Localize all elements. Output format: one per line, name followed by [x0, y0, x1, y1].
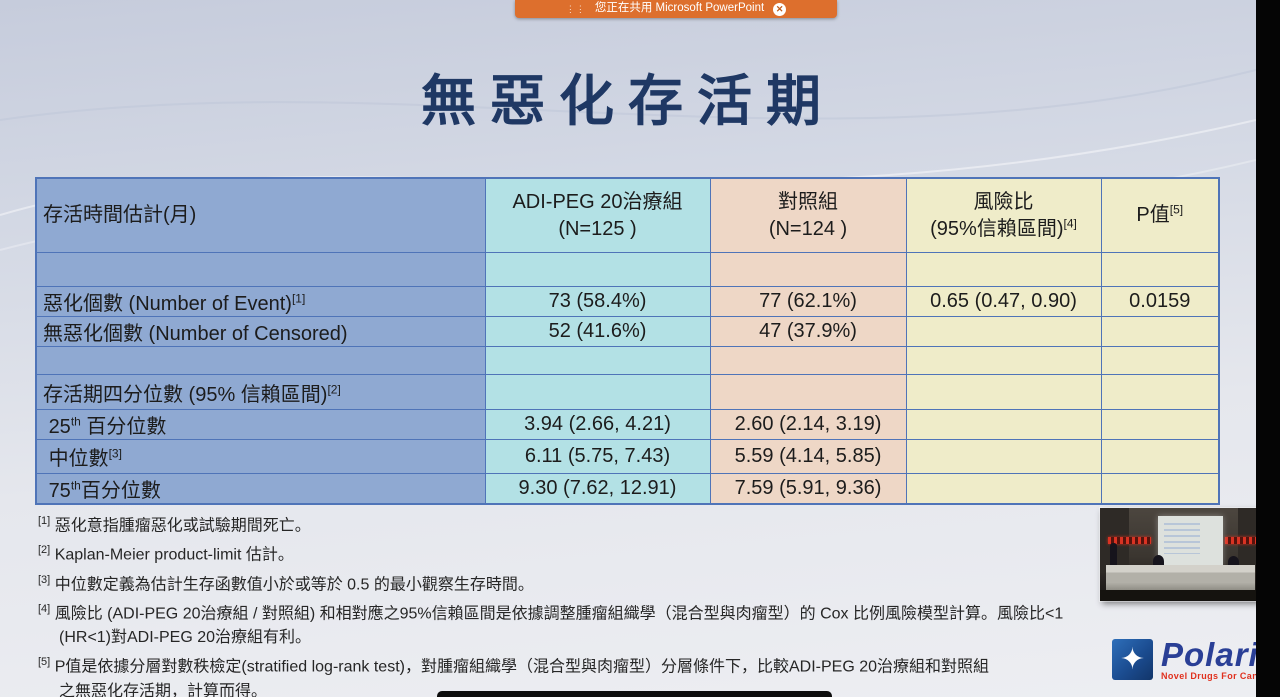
sharing-banner-label: 您正在共用 Microsoft PowerPoint — [594, 2, 765, 15]
footnote-4: [4] 風險比 (ADI-PEG 20治療組 / 對照組) 和相對應之95%信賴… — [38, 602, 1064, 623]
polaris-logo-tagline: Novel Drugs For Cancer — [1161, 671, 1256, 681]
webcam-led-banner — [1108, 536, 1152, 545]
row-label-quartile-section: 存活期四分位數 (95% 信賴區間)[2] — [35, 374, 486, 410]
empty-cell — [905, 316, 1102, 347]
header-hazard-ratio: 風險比 (95%信賴區間)[4] — [905, 177, 1102, 253]
footnote-ref-3: [3] — [108, 446, 122, 461]
empty-cell — [484, 374, 711, 410]
footnote-1: [1] 惡化意指腫瘤惡化或試驗期間死亡。 — [38, 515, 311, 535]
empty-cell — [484, 252, 711, 287]
footnote-2: [2] Kaplan-Meier product-limit 估計。 — [38, 544, 294, 564]
spacer-row — [35, 346, 1220, 375]
polaris-logo-name: Polaris — [1161, 636, 1256, 673]
empty-cell — [905, 346, 1102, 375]
slide-title: 無惡化存活期 — [420, 68, 835, 133]
row-label-25th: 25th 百分位數 — [35, 409, 486, 440]
right-black-edge — [1256, 0, 1280, 697]
empty-cell — [1100, 439, 1220, 474]
row-label-75th: 75th百分位數 — [35, 473, 486, 505]
cell-censored-treatment: 52 (41.6%) — [484, 316, 711, 347]
empty-cell — [1100, 252, 1220, 287]
header-treatment-group: ADI-PEG 20治療組 (N=125 ) — [484, 177, 711, 253]
cell-median-control: 5.59 (4.14, 5.85) — [709, 439, 907, 474]
empty-cell — [35, 346, 486, 375]
cell-25th-treatment: 3.94 (2.66, 4.21) — [484, 409, 711, 440]
webcam-floor — [1100, 589, 1260, 601]
empty-cell — [1100, 374, 1220, 410]
footnote-5-continued: 之無惡化存活期，計算而得。 — [59, 682, 268, 697]
footnote-ref-2: [2] — [327, 381, 341, 396]
drag-handle-icon[interactable]: ⋮⋮ — [565, 3, 586, 14]
empty-cell — [709, 346, 907, 375]
table-header-row: 存活時間估計(月) ADI-PEG 20治療組 (N=125 ) 對照組 (N=… — [35, 177, 1220, 253]
empty-cell — [35, 252, 486, 287]
cell-25th-control: 2.60 (2.14, 3.19) — [709, 409, 907, 440]
polaris-logo: ✦ Polaris Novel Drugs For Cancer — [1112, 636, 1256, 681]
row-median: 中位數[3] 6.11 (5.75, 7.43) 5.59 (4.14, 5.8… — [35, 439, 1220, 474]
header-p-value: P值[5] — [1100, 177, 1220, 253]
footnote-ref-1: [1] — [291, 291, 306, 306]
cell-event-hazard: 0.65 (0.47, 0.90) — [905, 286, 1102, 317]
row-label-censored: 無惡化個數 (Number of Censored) — [35, 316, 486, 347]
cell-censored-control: 47 (37.9%) — [709, 316, 907, 347]
spacer-row — [35, 252, 1220, 287]
header-control-group: 對照組 (N=124 ) — [709, 177, 907, 253]
row-quartile-section: 存活期四分位數 (95% 信賴區間)[2] — [35, 374, 1220, 410]
cell-event-pvalue: 0.0159 — [1100, 286, 1220, 317]
header-row-label: 存活時間估計(月) — [35, 177, 486, 253]
footnote-4-continued: (HR<1)對ADI-PEG 20治療組有利。 — [59, 629, 312, 647]
empty-cell — [1100, 346, 1220, 375]
empty-cell — [1100, 316, 1220, 347]
cell-75th-treatment: 9.30 (7.62, 12.91) — [484, 473, 711, 505]
empty-cell — [905, 409, 1102, 440]
bottom-control-bar-edge[interactable] — [437, 691, 832, 697]
stop-sharing-button[interactable]: ✕ — [773, 2, 787, 16]
empty-cell — [905, 252, 1102, 287]
row-number-of-censored: 無惡化個數 (Number of Censored) 52 (41.6%) 47… — [35, 316, 1220, 347]
row-25th-percentile: 25th 百分位數 3.94 (2.66, 4.21) 2.60 (2.14, … — [35, 409, 1220, 440]
webcam-person-silhouette — [1152, 554, 1164, 568]
pfs-table: 存活時間估計(月) ADI-PEG 20治療組 (N=125 ) 對照組 (N=… — [35, 177, 1220, 505]
cell-event-control: 77 (62.1%) — [709, 286, 907, 317]
footnote-3: [3] 中位數定義為估計生存函數值小於或等於 0.5 的最小觀察生存時間。 — [38, 573, 534, 593]
cell-75th-control: 7.59 (5.91, 9.36) — [709, 473, 907, 505]
row-label-event: 惡化個數 (Number of Event)[1] — [35, 286, 486, 317]
footnotes: [1] 惡化意指腫瘤惡化或試驗期間死亡。 [2] Kaplan-Meier pr… — [38, 509, 1248, 697]
webcam-thumbnail[interactable] — [1100, 508, 1260, 601]
row-label-median: 中位數[3] — [35, 439, 486, 474]
empty-cell — [905, 439, 1102, 474]
row-number-of-event: 惡化個數 (Number of Event)[1] 73 (58.4%) 77 … — [35, 286, 1220, 317]
empty-cell — [905, 374, 1102, 410]
empty-cell — [1100, 409, 1220, 440]
webcam-led-banner — [1224, 536, 1257, 545]
webcam-desk — [1106, 564, 1256, 590]
empty-cell — [709, 252, 907, 287]
footnote-5: [5] P值是依據分層對數秩檢定(stratified log-rank tes… — [38, 656, 990, 676]
footnote-ref-4: [4] — [1063, 215, 1077, 230]
webcam-person-silhouette — [1228, 556, 1240, 569]
polaris-star-icon: ✦ — [1112, 639, 1153, 680]
empty-cell — [484, 346, 711, 375]
sharing-banner[interactable]: ⋮⋮ 您正在共用 Microsoft PowerPoint ✕ — [515, 0, 837, 18]
cell-event-treatment: 73 (58.4%) — [484, 286, 711, 317]
webcam-person-silhouette — [1109, 543, 1117, 576]
empty-cell — [905, 473, 1102, 505]
empty-cell — [709, 374, 907, 410]
webcam-projector-screen — [1157, 516, 1224, 567]
footnote-ref-5: [5] — [1169, 202, 1184, 217]
cell-median-treatment: 6.11 (5.75, 7.43) — [484, 439, 711, 474]
row-75th-percentile: 75th百分位數 9.30 (7.62, 12.91) 7.59 (5.91, … — [35, 473, 1220, 505]
webcam-projected-slide — [1164, 523, 1201, 554]
empty-cell — [1100, 473, 1220, 505]
